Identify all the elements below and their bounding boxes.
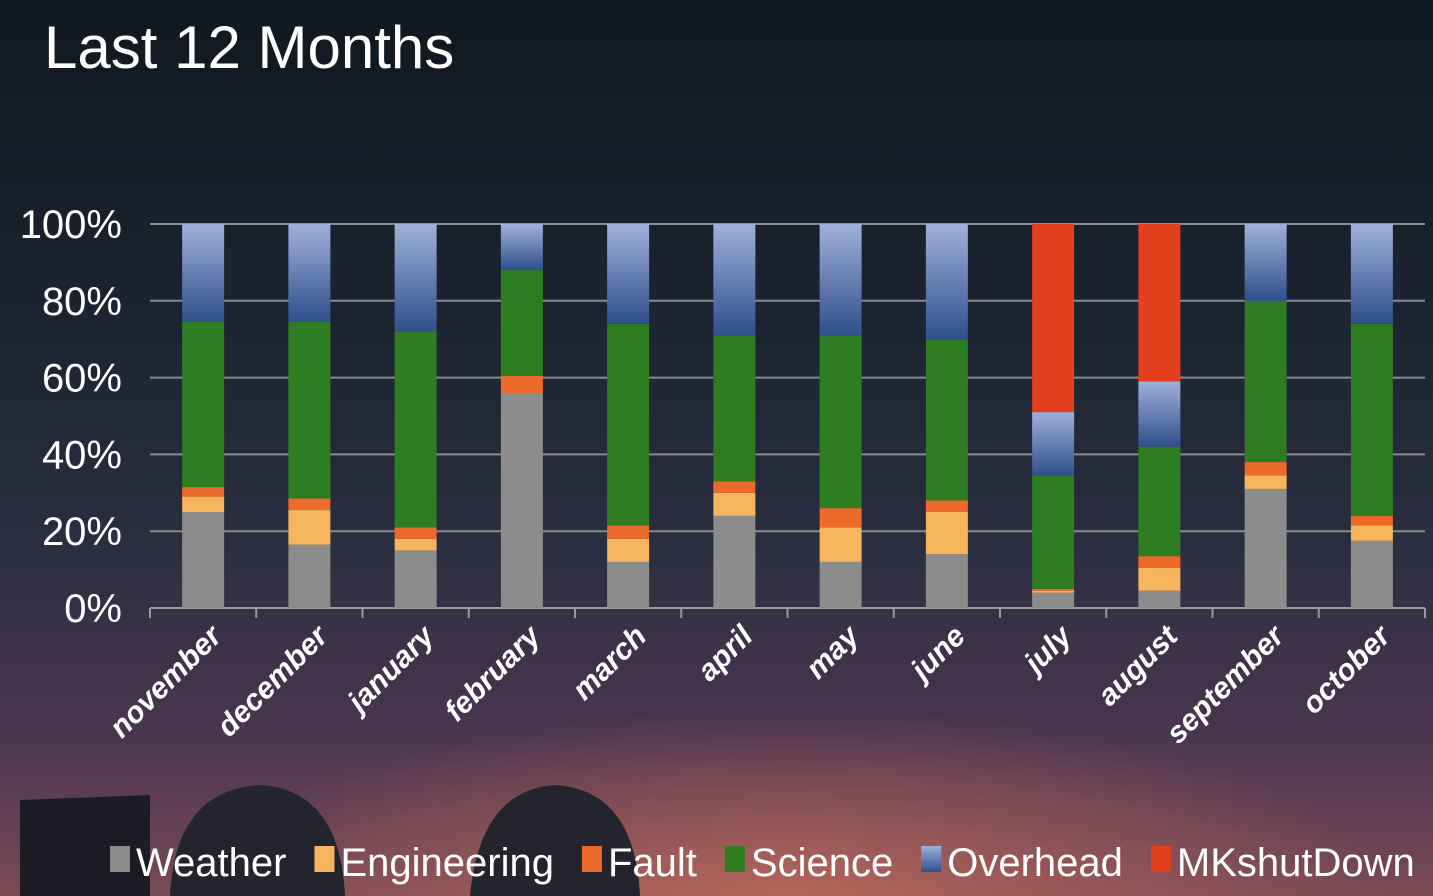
legend-swatch	[1151, 846, 1171, 872]
bar-segment	[1032, 593, 1074, 608]
legend-swatch	[725, 846, 745, 872]
bar-segment	[501, 376, 543, 393]
bar-segment	[395, 539, 437, 551]
bar-segment	[1138, 224, 1180, 381]
bar-segment	[395, 332, 437, 528]
x-tick-label: october	[1296, 618, 1399, 721]
bar-segment	[501, 224, 543, 270]
bar-segment	[1245, 224, 1287, 301]
bar-segment	[820, 224, 862, 335]
legend-label: Weather	[136, 841, 286, 885]
bar-segment	[1138, 568, 1180, 591]
bar-segment	[713, 224, 755, 335]
y-tick-label: 100%	[20, 203, 122, 247]
x-tick-label: february	[439, 619, 548, 728]
bar-segment	[182, 497, 224, 512]
legend-swatch	[921, 846, 941, 872]
bar-segment	[501, 270, 543, 376]
bar-segment	[1245, 462, 1287, 475]
bar-segment	[607, 539, 649, 562]
legend-label: Science	[751, 841, 893, 885]
x-tick-label: june	[902, 620, 972, 690]
bar-segment	[1245, 489, 1287, 608]
bar-segment	[1032, 476, 1074, 589]
bar-segment	[1351, 224, 1393, 324]
bar-segment	[1351, 324, 1393, 516]
bar-segment	[1032, 591, 1074, 593]
bar-segment	[607, 562, 649, 608]
chart: Last 12 Months 0% 20% 40% 60% 80% 100% novembe…	[0, 0, 1433, 896]
bar-segment	[1138, 591, 1180, 608]
bar-segment	[182, 487, 224, 497]
bar-segment	[1351, 525, 1393, 540]
bar-segment	[926, 339, 968, 500]
bar-segment	[713, 516, 755, 608]
bar-segment	[395, 550, 437, 608]
bar-segment	[288, 224, 330, 322]
legend-swatch	[110, 846, 130, 872]
bar-segment	[926, 500, 968, 512]
bar-segment	[926, 554, 968, 608]
y-tick-label: 40%	[42, 433, 122, 477]
legend-label: Fault	[608, 841, 697, 885]
y-tick-label: 60%	[42, 357, 122, 401]
legend-swatch	[314, 846, 334, 872]
bar-segment	[1032, 224, 1074, 412]
bar-segment	[607, 224, 649, 324]
bar-segment	[1138, 381, 1180, 446]
legend-label: MKshutDown	[1177, 841, 1415, 885]
x-tick-label: july	[1015, 619, 1079, 683]
bar-segment	[1138, 447, 1180, 556]
x-tick-label: january	[339, 619, 442, 722]
bar-segment	[182, 512, 224, 608]
bar-segment	[1351, 541, 1393, 608]
bar-segment	[1138, 556, 1180, 568]
y-tick-label: 80%	[42, 280, 122, 324]
slide: Last 12 Months 0% 20% 40% 60% 80% 100% novembe…	[0, 0, 1433, 896]
bar-segment	[713, 481, 755, 493]
bar-segment	[182, 224, 224, 322]
x-tick-label: march	[566, 620, 653, 707]
y-tick-label: 0%	[64, 587, 122, 631]
bar-segment	[607, 324, 649, 526]
bar-segment	[182, 322, 224, 487]
bar-segment	[607, 525, 649, 538]
x-tick-label: december	[211, 618, 336, 743]
bar-segment	[288, 322, 330, 499]
bar-segment	[1245, 476, 1287, 489]
bar-segment	[713, 335, 755, 481]
bar-segment	[926, 224, 968, 339]
x-tick-label: may	[800, 619, 867, 686]
bar-segment	[820, 527, 862, 562]
x-tick-label: november	[103, 618, 229, 744]
bar-segment	[395, 527, 437, 539]
legend-label: Overhead	[947, 841, 1123, 885]
bar-segment	[1032, 412, 1074, 475]
bar-segment	[820, 562, 862, 608]
bar-segment	[926, 512, 968, 554]
bar-segment	[820, 335, 862, 508]
x-tick-label: april	[691, 619, 760, 688]
chart-title: Last 12 Months	[44, 14, 454, 81]
bar-segment	[1032, 589, 1074, 591]
x-tick-label: september	[1160, 618, 1292, 750]
bar-segment	[395, 224, 437, 332]
y-tick-label: 20%	[42, 510, 122, 554]
x-tick-label: august	[1091, 618, 1185, 712]
bar-segment	[288, 545, 330, 608]
bar-segment	[501, 393, 543, 608]
legend-label: Engineering	[340, 841, 554, 885]
bar-segment	[288, 510, 330, 545]
legend-swatch	[582, 846, 602, 872]
bar-segment	[820, 508, 862, 527]
bar-segment	[713, 493, 755, 516]
bar-segment	[1351, 516, 1393, 526]
bar-segment	[1245, 301, 1287, 462]
bar-segment	[288, 499, 330, 511]
